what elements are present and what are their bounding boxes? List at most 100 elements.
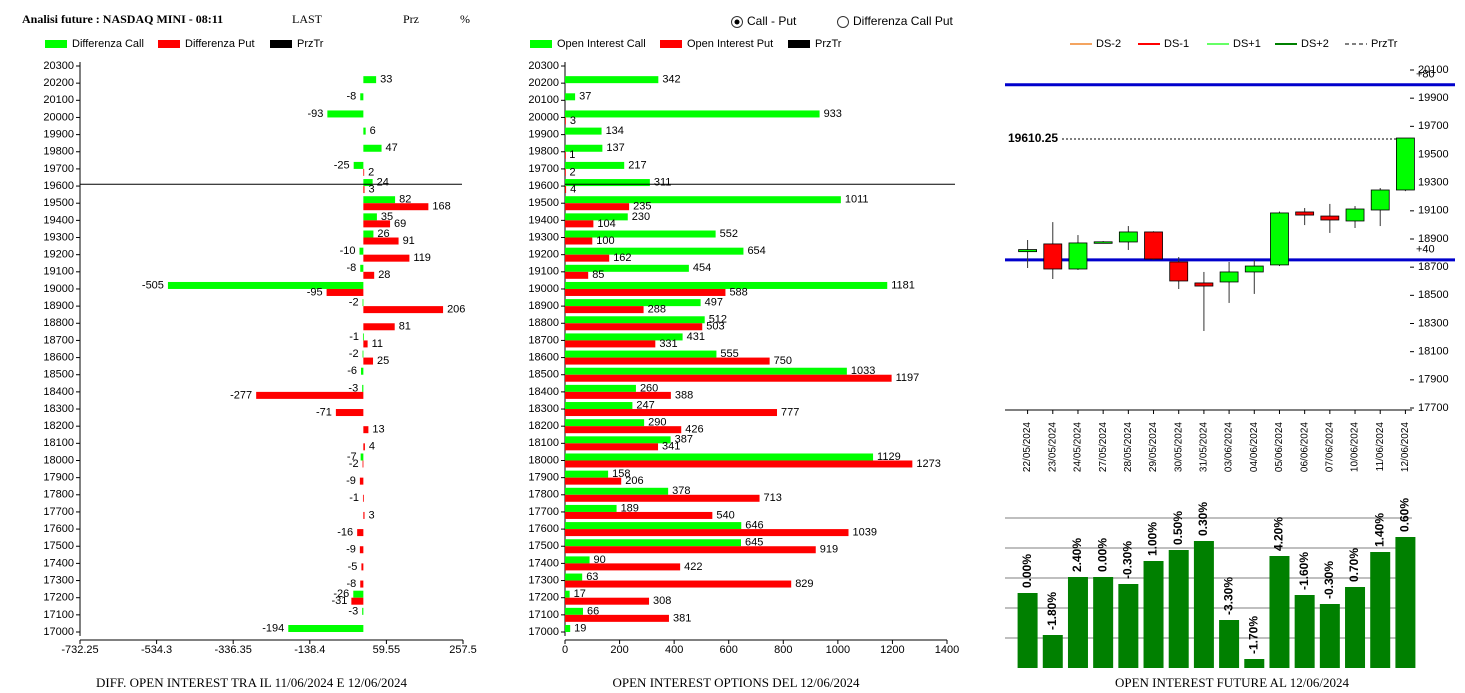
y-tick-label: 18300 [528, 403, 559, 415]
y-tick-label: 19400 [528, 214, 559, 226]
legend-label: Differenza Put [185, 38, 255, 50]
y-tick-label: 18800 [528, 317, 559, 329]
value-label: -6 [347, 365, 357, 377]
candle-body [1219, 271, 1239, 283]
bar [565, 539, 741, 547]
bar [363, 76, 377, 84]
x-tick-label: -336.35 [215, 644, 252, 656]
legend-label: PrzTr [297, 38, 324, 50]
bar [565, 117, 566, 125]
bar [565, 443, 659, 451]
bar [335, 409, 364, 417]
y-tick-label: 19400 [43, 214, 74, 226]
bar [565, 470, 609, 478]
bar [565, 436, 671, 444]
bar [565, 196, 841, 204]
candle-body [1144, 231, 1163, 260]
bar-label: 0.00% [1020, 554, 1034, 588]
bar [1193, 541, 1214, 668]
value-label: 260 [640, 382, 658, 394]
value-label: 1033 [851, 365, 875, 377]
radio-label[interactable]: Differenza Call Put [853, 14, 953, 28]
radio-button[interactable] [837, 16, 849, 28]
bar [256, 391, 364, 399]
przTr-label: 19610.25 [1008, 131, 1058, 145]
bar [327, 110, 364, 118]
bar-label: -1.80% [1045, 592, 1059, 630]
bar-label: -0.30% [1121, 541, 1135, 579]
value-label: -2 [349, 458, 359, 470]
bar [565, 264, 689, 272]
bar [363, 237, 399, 245]
bar [357, 529, 364, 537]
legend-label: DS-1 [1164, 38, 1189, 50]
bar [565, 402, 633, 410]
y-tick-label: 17400 [528, 557, 559, 569]
bar-label: 0.50% [1171, 511, 1185, 545]
bar [565, 487, 669, 495]
value-label: 331 [659, 338, 677, 350]
y-tick-label: 19100 [1418, 205, 1449, 217]
legend-label: DS+2 [1301, 38, 1329, 50]
y-tick-label: 17900 [1418, 374, 1449, 386]
bar [1017, 593, 1038, 668]
value-label: 288 [648, 304, 666, 316]
y-tick-label: 18000 [528, 454, 559, 466]
value-label: -3 [348, 382, 358, 394]
value-label: -277 [230, 389, 252, 401]
value-label: -93 [307, 108, 323, 120]
x-tick-label: 10/06/2024 [1350, 422, 1361, 472]
bar [565, 374, 892, 382]
value-label: 1181 [891, 279, 915, 291]
value-label: 25 [377, 355, 389, 367]
y-tick-label: 17800 [43, 489, 74, 501]
bar [565, 76, 659, 84]
value-label: 17 [574, 588, 586, 600]
bar [565, 161, 625, 169]
field: % [460, 12, 470, 26]
value-label: 422 [684, 561, 702, 573]
value-label: 713 [764, 492, 782, 504]
candle-body [1295, 211, 1315, 216]
value-label: 1039 [852, 526, 876, 538]
x-tick-label: 59.55 [373, 644, 401, 656]
value-label: 1129 [877, 451, 901, 463]
value-label: 645 [745, 537, 763, 549]
bar [1294, 595, 1315, 668]
value-label: 230 [632, 211, 650, 223]
value-label: 311 [654, 176, 672, 188]
candle-body [1018, 249, 1037, 253]
bar [362, 607, 364, 615]
legend-swatch [660, 40, 682, 48]
y-tick-label: 18900 [1418, 233, 1449, 245]
bar [565, 522, 742, 530]
y-tick-label: 18300 [43, 403, 74, 415]
bar [363, 426, 369, 434]
page-title: Analisi future : NASDAQ MINI - 08:11 [22, 12, 223, 26]
value-label: 2 [368, 166, 374, 178]
bar [359, 247, 364, 255]
x-tick-label: 12/06/2024 [1400, 422, 1411, 472]
value-label: 206 [447, 304, 465, 316]
bar [565, 220, 594, 228]
value-label: 4 [369, 441, 375, 453]
y-tick-label: 19500 [1418, 148, 1449, 160]
bar [363, 127, 366, 135]
candle-body [1396, 137, 1415, 191]
bar [565, 590, 570, 598]
candle-body [1345, 208, 1365, 222]
candle-body [1370, 189, 1390, 211]
value-label: 66 [587, 605, 599, 617]
field: LAST [292, 12, 323, 26]
value-label: 19 [574, 622, 586, 634]
radio-label[interactable]: Call - Put [747, 14, 797, 28]
x-tick-label: 600 [720, 644, 738, 656]
y-tick-label: 17700 [1418, 402, 1449, 414]
bar [565, 597, 650, 605]
bar [565, 247, 744, 255]
value-label: 69 [394, 218, 406, 230]
bar [1143, 561, 1164, 668]
x-tick-label: 07/06/2024 [1324, 422, 1335, 472]
value-label: 388 [675, 389, 693, 401]
